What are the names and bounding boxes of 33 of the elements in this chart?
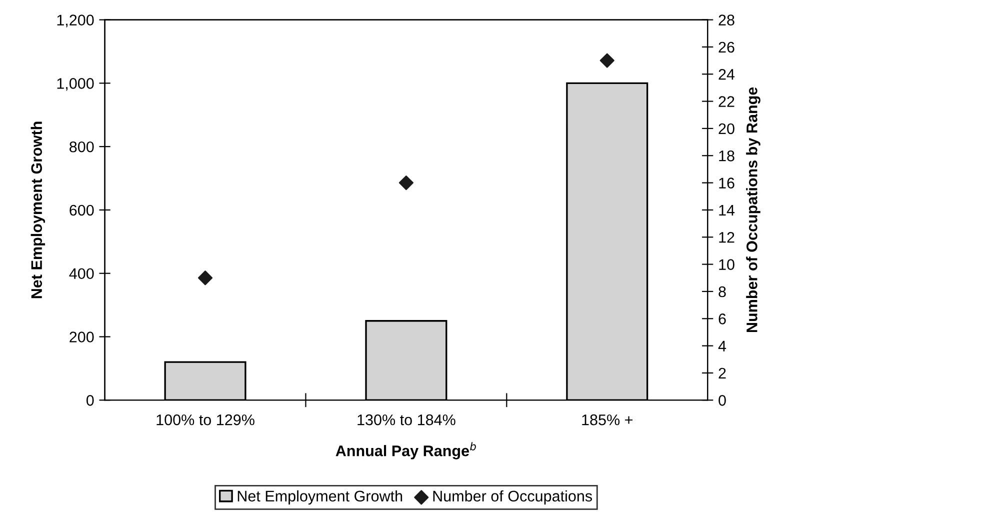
y2-tick-label: 8 xyxy=(718,286,726,298)
y2-tick-label: 22 xyxy=(718,96,734,107)
y2-tick-label: 26 xyxy=(718,42,734,53)
y2-tick-label: 2 xyxy=(718,368,726,378)
y2-tick-label: 16 xyxy=(719,178,734,188)
point xyxy=(600,53,614,68)
y-tick-label: 0 xyxy=(86,394,94,406)
legend-label: Net Employment Growth xyxy=(238,490,402,505)
y2-tick-label: 14 xyxy=(719,204,735,216)
y2-tick-label: 20 xyxy=(718,123,734,134)
legend-label: Number of Occupations xyxy=(433,490,592,505)
y2-tick-label: 24 xyxy=(718,69,735,80)
y2-tick-label: 12 xyxy=(719,232,734,243)
x-tick-label: 185% + xyxy=(582,414,632,426)
y2-tick-label: 10 xyxy=(719,259,734,270)
y-axis-title: Net Employment Growth xyxy=(30,122,46,298)
y-tick-label: 1,000 xyxy=(57,78,94,91)
point xyxy=(198,270,213,286)
y2-tick-label: 0 xyxy=(718,394,726,406)
y2-tick-label: 6 xyxy=(718,313,726,324)
point xyxy=(398,176,414,190)
x-tick-label: 130% to 184% xyxy=(358,414,456,426)
x-axis-title: Annual Pay Range$^{b}$ xyxy=(336,442,476,460)
y-tick-label: 600 xyxy=(70,204,94,216)
y2-tick-label: 4 xyxy=(718,340,726,352)
y-tick-label: 400 xyxy=(69,268,94,280)
y-tick-label: 800 xyxy=(70,141,94,152)
y-tick-label: 1,200 xyxy=(57,14,94,28)
y2-tick-label: 18 xyxy=(719,150,734,162)
y2-tick-label: 28 xyxy=(718,14,734,26)
x-tick-label: 100% to 129% xyxy=(156,414,254,426)
y2-axis-title: Number of Occupations by Range xyxy=(746,87,760,332)
y-tick-label: 200 xyxy=(70,332,94,342)
